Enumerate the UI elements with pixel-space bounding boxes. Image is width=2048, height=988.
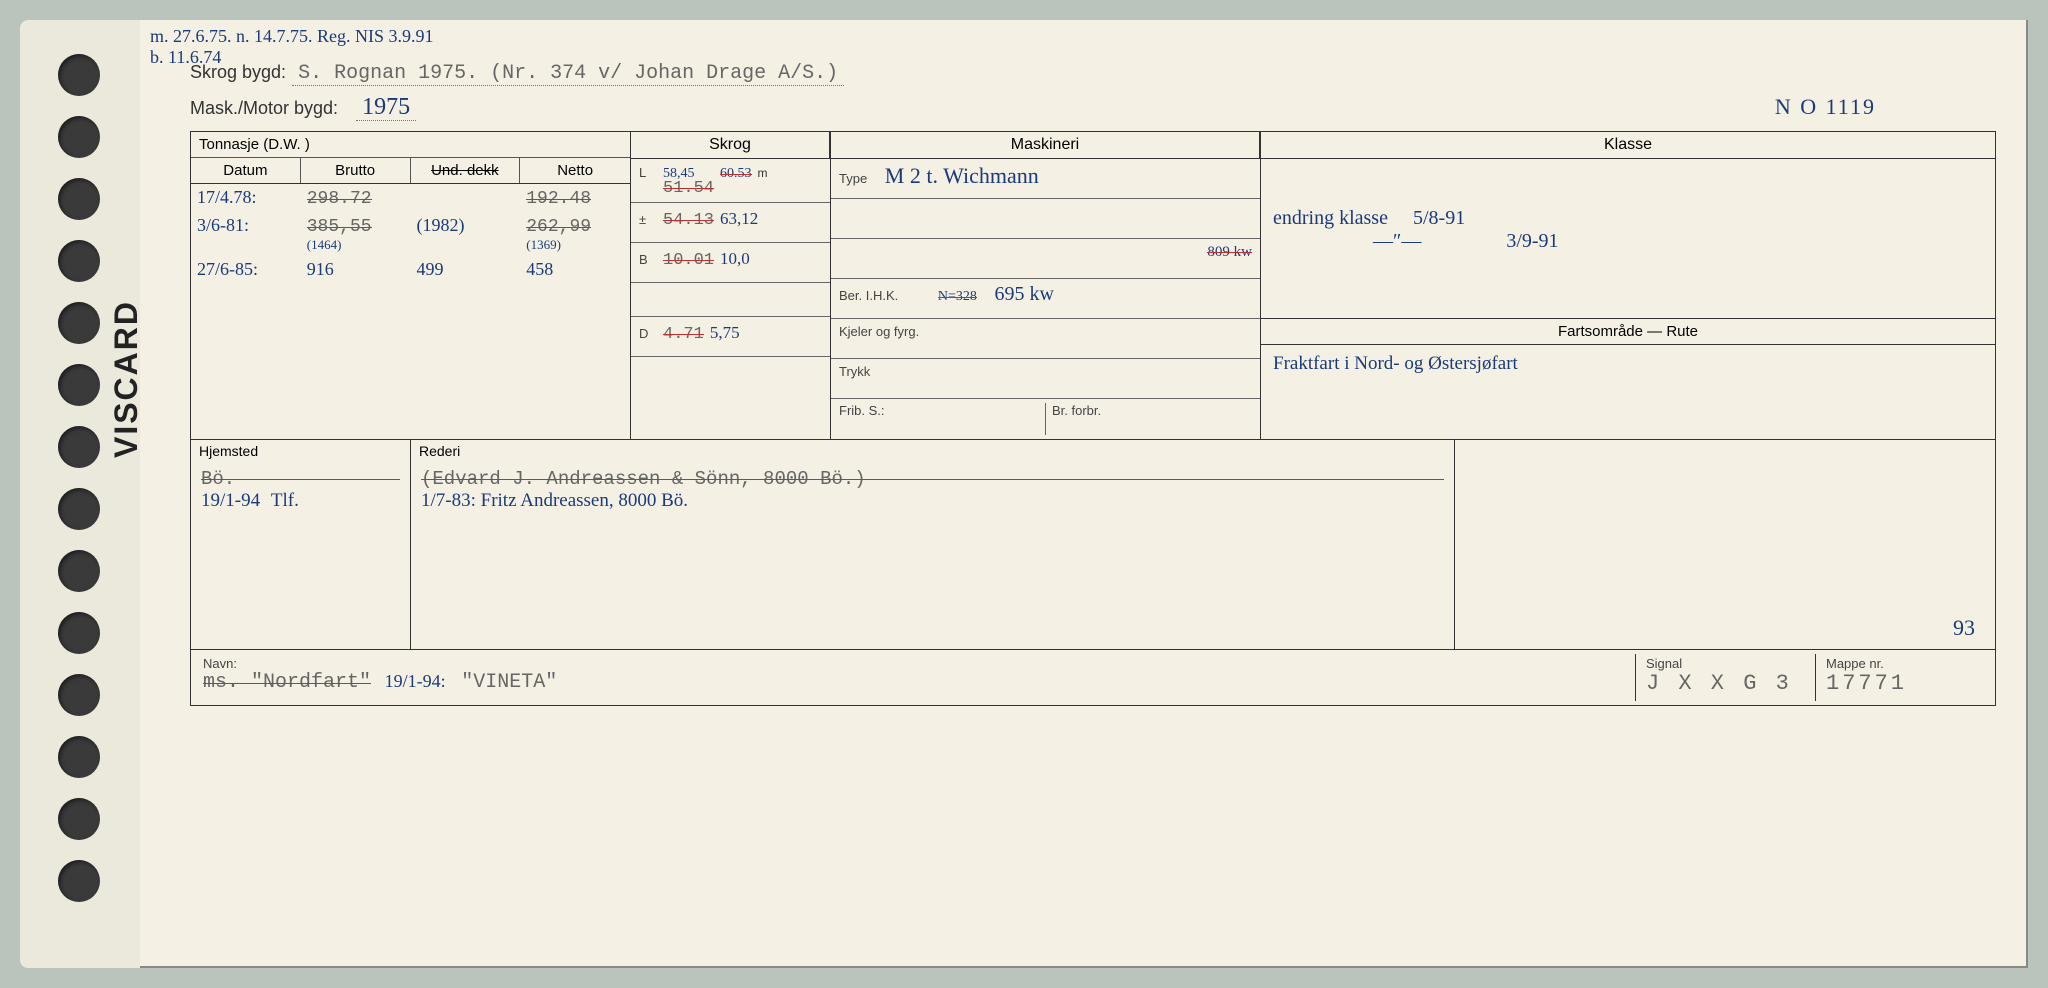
mask-trykk: Trykk [831, 359, 1260, 399]
maskineri-header: Maskineri [831, 132, 1260, 159]
tonnage-subheader: Datum Brutto Und. dekk Netto [191, 158, 630, 184]
tonnage-row: 27/6-85:916499458 [191, 256, 630, 283]
rederi-label: Rederi [411, 440, 1454, 462]
binding-hole [58, 302, 100, 344]
skrog-L2: ± 54.13 63,12 [631, 203, 830, 243]
page-number-area: 93 [1455, 440, 1995, 649]
farts-body: Fraktfart i Nord- og Østersjøfart [1261, 345, 1995, 425]
main-table: Tonnasje (D.W. ) Datum Brutto Und. dekk … [190, 131, 1996, 440]
tonnage-row: 17/4.78:298.72192.48 [191, 184, 630, 212]
mask-frib-br: Frib. S.: Br. forbr. [831, 399, 1260, 439]
binding-hole [58, 240, 100, 282]
page-number: 93 [1953, 615, 1975, 641]
maskineri-col: Maskineri Type M 2 t. Wichmann 809 kw Be… [831, 132, 1261, 439]
mask-ihk: Ber. I.H.K. N=328 695 kw [831, 279, 1260, 319]
th-und-dekk: Und. dekk [411, 158, 521, 183]
skrog-col: Skrog L 58,45 51.54 60.53 m ± 54.13 [631, 132, 831, 439]
rederi-body: (Edvard J. Andreassen & Sönn, 8000 Bö.) … [411, 462, 1454, 518]
klasse-body: endring klasse 5/8-91 —″— 3/9-91 [1261, 159, 1995, 319]
lower-section: Hjemsted Bö. 19/1-94 Tlf. Rederi (Edvard… [190, 440, 1996, 650]
skrog-B: B 10.01 10,0 [631, 243, 830, 283]
hjemsted-body: Bö. 19/1-94 Tlf. [191, 462, 410, 518]
index-card-scan: VISCARD m. 27.6.75. n. 14.7.75. Reg. NIS… [20, 20, 2028, 968]
mask-kjeler: Kjeler og fyrg. [831, 319, 1260, 359]
skrog-D: D 4.71 5,75 [631, 317, 830, 357]
tonnage-rows: 17/4.78:298.72192.483/6-81:385,55(1464)(… [191, 184, 630, 309]
hjemsted-col: Hjemsted Bö. 19/1-94 Tlf. [191, 440, 411, 649]
binding-hole [58, 116, 100, 158]
klasse-col: Klasse endring klasse 5/8-91 —″— 3/9-91 … [1261, 132, 1995, 439]
farts-header: Fartsområde — Rute [1261, 319, 1995, 345]
tonnage-col: Tonnasje (D.W. ) Datum Brutto Und. dekk … [191, 132, 631, 439]
header-skrog: Skrog bygd: S. Rognan 1975. (Nr. 374 v/ … [190, 62, 1996, 86]
margin-line-1: m. 27.6.75. n. 14.7.75. Reg. NIS 3.9.91 [150, 26, 434, 47]
tonnage-row: 3/6-81:385,55(1464)(1982)262,99(1369) [191, 212, 630, 256]
header-motor: Mask./Motor bygd: 1975 N O 1119 [190, 94, 1996, 121]
binding-hole [58, 54, 100, 96]
card-body: m. 27.6.75. n. 14.7.75. Reg. NIS 3.9.91 … [140, 20, 2028, 968]
motor-label: Mask./Motor bygd: [190, 98, 338, 118]
binding-hole [58, 612, 100, 654]
hjemsted-label: Hjemsted [191, 440, 410, 462]
mask-blank1 [831, 199, 1260, 239]
binding-hole [58, 178, 100, 220]
skrog-L: L 58,45 51.54 60.53 m [631, 159, 830, 203]
binding-hole [58, 736, 100, 778]
footer: Navn: ms. "Nordfart" 19/1-94: "VINETA" S… [190, 650, 1996, 706]
mask-type: Type M 2 t. Wichmann [831, 159, 1260, 199]
ring-binding: VISCARD [20, 20, 140, 968]
binding-hole [58, 488, 100, 530]
mappe-cell: Mappe nr. 17771 [1815, 654, 1995, 701]
th-netto: Netto [520, 158, 630, 183]
maskineri-rows: Type M 2 t. Wichmann 809 kw Ber. I.H.K. … [831, 159, 1260, 439]
navn-cell: Navn: ms. "Nordfart" 19/1-94: "VINETA" [191, 654, 1635, 701]
margin-notes: m. 27.6.75. n. 14.7.75. Reg. NIS 3.9.91 … [150, 26, 434, 68]
tonnage-header: Tonnasje (D.W. ) [191, 132, 630, 158]
binding-hole [58, 364, 100, 406]
th-datum: Datum [191, 158, 301, 183]
motor-value: 1975 [356, 94, 416, 121]
binding-hole [58, 426, 100, 468]
binding-hole [58, 674, 100, 716]
binding-hole [58, 860, 100, 902]
binding-hole [58, 798, 100, 840]
reg-no: N O 1119 [1775, 94, 1876, 120]
skrog-header: Skrog [631, 132, 830, 159]
skrog-rows: L 58,45 51.54 60.53 m ± 54.13 63,12 [631, 159, 830, 357]
signal-cell: Signal J X X G 3 [1635, 654, 1815, 701]
th-brutto: Brutto [301, 158, 411, 183]
rederi-col: Rederi (Edvard J. Andreassen & Sönn, 800… [411, 440, 1455, 649]
skrog-blank [631, 283, 830, 317]
margin-line-2: b. 11.6.74 [150, 47, 434, 68]
klasse-header: Klasse [1261, 132, 1995, 159]
binding-hole [58, 550, 100, 592]
mask-ihk-old: 809 kw [831, 239, 1260, 279]
